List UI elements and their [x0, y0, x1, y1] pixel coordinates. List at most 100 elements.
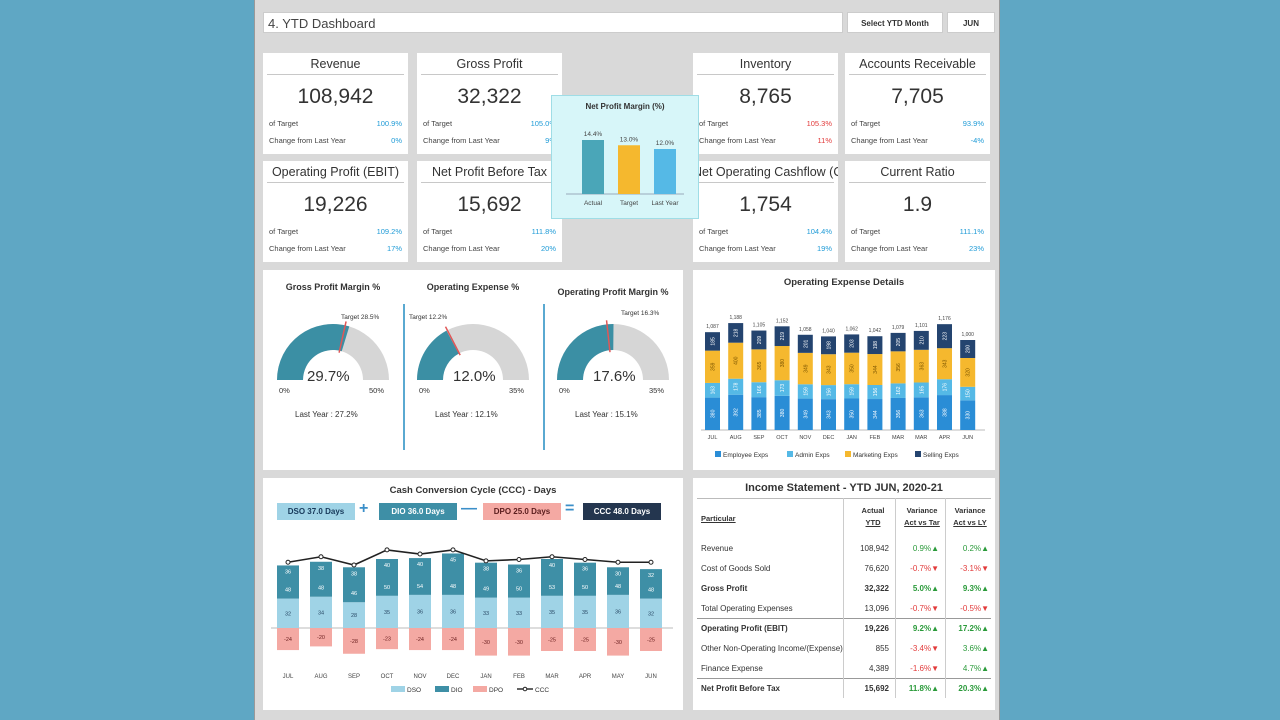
opex-bar-segment [867, 385, 883, 400]
opex-bar-segment [913, 330, 929, 350]
opex-legend-swatch [715, 451, 721, 457]
income-row: Other Non-Operating Income/(Expense) 855… [693, 638, 995, 658]
ccc-point [318, 554, 324, 560]
dio-tag: DIO 36.0 Days [379, 503, 457, 520]
ccc-point [285, 559, 291, 565]
ccc-dio-bar [640, 569, 662, 599]
kpi-value: 32,322 [457, 85, 522, 108]
opex-legend-swatch [787, 451, 793, 457]
ccc-chart: 32 48 36 -24 JUL 34 48 38 -20 AUG 28 46 38 -28 SEP 35 50… [271, 547, 673, 694]
ccc-point [549, 554, 555, 560]
gauge-fill [277, 324, 350, 380]
title-bar: 4. YTD Dashboard [263, 12, 843, 33]
kpi-change-label: Change from Last Year [851, 244, 928, 253]
gauge-last-year: Last Year : 15.1% [575, 410, 638, 419]
ccc-dio-bar [442, 553, 464, 595]
opex-bar-segment [890, 351, 906, 384]
kpi-change-label: Change from Last Year [423, 244, 500, 253]
ccc-legend-label: DPO [489, 687, 503, 694]
opex-bar-segment [774, 395, 790, 430]
ccc-mid-label: 49 [483, 587, 489, 593]
ccc-dpo-bar [508, 628, 530, 656]
opex-bar-segment [960, 400, 976, 430]
ccc-dpo-bar [640, 628, 662, 651]
ccc-dso-bar [409, 594, 431, 628]
ccc-legend-label: DIO [451, 687, 463, 694]
select-month-text: Select YTD Month [861, 19, 929, 28]
npm-bar [618, 145, 640, 194]
opex-bar-segment [751, 397, 767, 430]
income-row-var-ly: -3.1%▼ [960, 564, 989, 573]
gauge-target-label: Target 28.5% [341, 314, 380, 321]
opex-segment-label: 156 [827, 388, 833, 397]
month-selector[interactable]: JUN [947, 12, 995, 33]
opex-bar-segment [728, 342, 744, 379]
variance-target-header: Variance [906, 506, 938, 515]
opex-segment-label: 165 [919, 386, 925, 395]
income-row-name: Finance Expense [701, 664, 763, 673]
variance-target-header-sub: Act vs Tar [904, 518, 940, 527]
kpi-title-rule [267, 182, 404, 183]
ccc-category-label: MAR [545, 674, 559, 680]
ccc-dso-bar [574, 595, 596, 628]
opex-segment-label: 150 [966, 389, 972, 398]
ccc-category-label: SEP [348, 674, 360, 680]
income-row-var-target: -0.7%▼ [910, 564, 939, 573]
opex-segment-label: 210 [919, 336, 925, 345]
opex-segment-label: 356 [896, 410, 902, 419]
ccc-title: Cash Conversion Cycle (CCC) - Days [389, 485, 557, 496]
kpi-change-label: Change from Last Year [423, 136, 500, 145]
gauge-fill [417, 330, 459, 380]
income-row: Cost of Goods Sold 76,620 -0.7%▼ -3.1%▼ [693, 558, 995, 578]
gauge-1: Gross Profit Margin % Target 28.5% 29.7%… [263, 270, 403, 470]
opex-bar-segment [797, 384, 813, 399]
ccc-dpo-bar [607, 628, 629, 656]
opex-total-label: 1,000 [961, 332, 974, 338]
ccc-category-label: FEB [513, 674, 525, 680]
income-row-actual: 108,942 [860, 544, 889, 553]
opex-segment-label: 198 [827, 341, 833, 350]
opex-bar-segment [913, 397, 929, 430]
npm-bar [582, 140, 604, 194]
opex-bar-segment [705, 332, 720, 351]
gauge-max: 35% [649, 386, 665, 395]
gauge-last-year: Last Year : 27.2% [295, 410, 358, 419]
ccc-mid-label: 50 [384, 585, 390, 591]
ccc-dpo-label: -25 [548, 638, 556, 644]
income-row-var-target: 0.9%▲ [912, 544, 939, 553]
opex-segment-label: 156 [873, 388, 879, 397]
opex-segment-label: 200 [966, 345, 972, 354]
kpi-title-rule [849, 182, 986, 183]
ccc-dpo-label: -24 [449, 637, 457, 643]
ccc-dso-bar [607, 594, 629, 628]
kpi-value: 15,692 [457, 193, 522, 216]
kpi-change-value: -4% [970, 136, 984, 145]
opex-segment-label: 350 [850, 364, 856, 373]
ccc-dpo-bar [541, 628, 563, 651]
kpi-title: Gross Profit [456, 57, 523, 71]
income-row-rule [697, 618, 991, 619]
kpi-title-rule [421, 74, 558, 75]
kpi-value: 7,705 [891, 85, 944, 108]
opex-bar-segment [890, 397, 906, 430]
income-row-var-ly: 9.3%▲ [962, 584, 989, 593]
kpi-value: 1.9 [902, 193, 933, 216]
opex-bar-segment [774, 326, 790, 347]
kpi-card-ocf: Net Operating Cashflow (OCF) 1,754 of Ta… [693, 161, 838, 262]
ccc-dio-bar [574, 562, 596, 596]
select-month-label: Select YTD Month [847, 12, 943, 33]
income-row-var-target: 11.8%▲ [908, 684, 939, 693]
kpi-change-value: 19% [816, 244, 832, 253]
gauge-3: Operating Profit Margin % Target 16.3% 1… [543, 270, 683, 470]
kpi-target-value: 109.2% [376, 227, 402, 236]
opex-segment-label: 205 [896, 338, 902, 347]
ccc-dso-label: 36 [417, 609, 423, 615]
gauge-fill [557, 324, 614, 380]
opex-category-label: AUG [730, 435, 742, 441]
opex-segment-label: 203 [850, 339, 856, 348]
opex-segment-label: 166 [757, 385, 763, 394]
ccc-legend-label: DSO [407, 687, 421, 694]
ccc-dso-label: 32 [648, 611, 654, 617]
kpi-target-label: of Target [699, 227, 729, 236]
income-row-var-ly: 17.2%▲ [958, 624, 989, 633]
